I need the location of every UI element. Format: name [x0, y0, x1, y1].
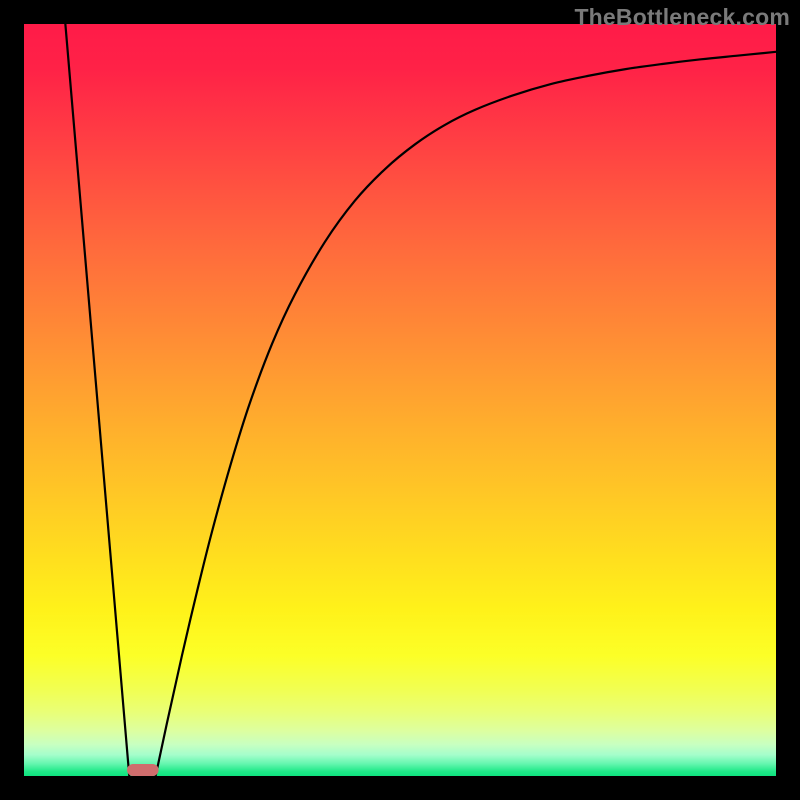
plot-background [24, 24, 776, 776]
bottleneck-chart: TheBottleneck.com [0, 0, 800, 800]
optimum-marker [127, 764, 159, 776]
chart-svg [0, 0, 800, 800]
watermark-text: TheBottleneck.com [574, 4, 790, 31]
